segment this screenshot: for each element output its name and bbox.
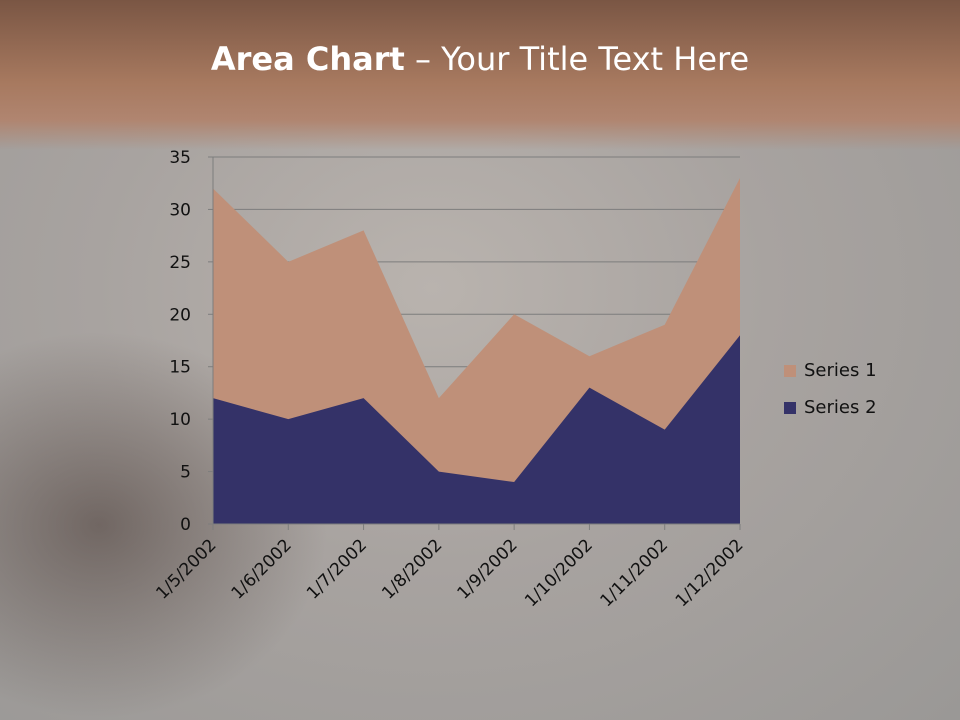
x-tick-label: 1/9/2002 (454, 535, 522, 603)
y-tick-label: 30 (169, 200, 191, 220)
legend-item-series-1: Series 1 (784, 360, 877, 381)
y-tick-label: 0 (180, 515, 191, 535)
y-tick-label: 20 (169, 305, 191, 325)
x-tick-label: 1/7/2002 (303, 535, 371, 603)
x-tick-label: 1/8/2002 (378, 535, 446, 603)
legend-label: Series 1 (804, 360, 877, 381)
x-tick-label: 1/6/2002 (228, 535, 296, 603)
title-band (0, 0, 960, 150)
area-series-2 (213, 335, 740, 524)
x-tick-label: 1/5/2002 (152, 535, 220, 603)
legend-swatch-series-2 (784, 401, 796, 414)
title-bold: Area Chart (210, 40, 405, 78)
y-tick-label: 15 (169, 358, 191, 378)
y-tick-label: 10 (169, 410, 191, 430)
legend-swatch-series-1 (784, 364, 796, 377)
x-tick-label: 1/11/2002 (596, 535, 672, 611)
x-tick-label: 1/10/2002 (521, 535, 597, 611)
x-tick-label: 1/12/2002 (672, 535, 748, 611)
legend-label: Series 2 (804, 397, 877, 418)
y-tick-label: 5 (180, 463, 191, 483)
slide-title: Area Chart – Your Title Text Here (0, 40, 960, 78)
y-tick-label: 25 (169, 253, 191, 273)
legend-item-series-2: Series 2 (784, 397, 877, 418)
title-rest: – Your Title Text Here (404, 40, 750, 78)
y-tick-label: 35 (169, 148, 191, 168)
